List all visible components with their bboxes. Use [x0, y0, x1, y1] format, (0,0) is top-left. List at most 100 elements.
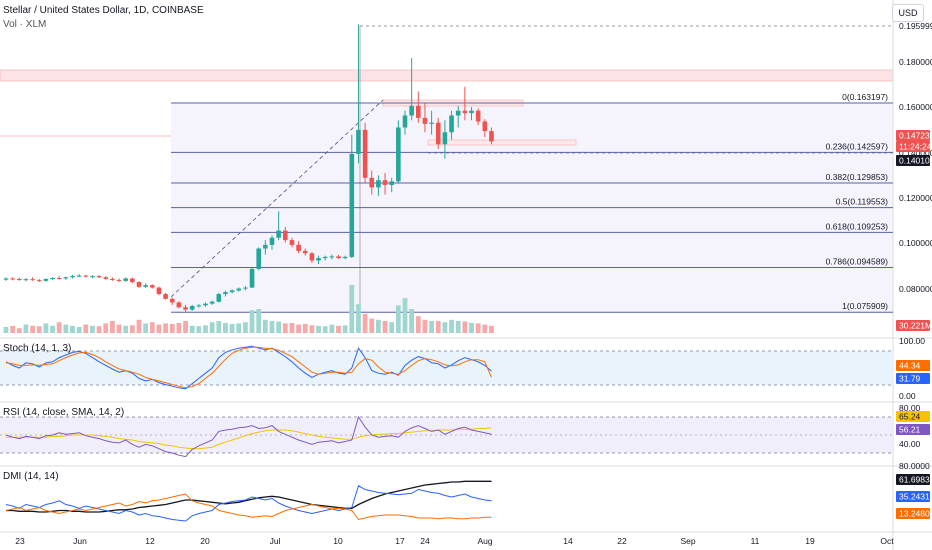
last-price-tag-bg	[896, 130, 930, 141]
candle-body	[336, 256, 341, 259]
volume-bar	[302, 323, 308, 333]
stoch-tick: 100.00	[899, 336, 925, 346]
candle-body	[43, 278, 49, 281]
fib-label: 0.618(0.109253)	[826, 221, 889, 231]
volume-bar	[196, 326, 202, 333]
candle-body	[296, 244, 301, 251]
stoch-k-tag: 44.34	[899, 361, 921, 371]
candle-body	[83, 275, 89, 277]
candle-body	[376, 180, 381, 188]
volume-bar	[482, 324, 488, 333]
candle-body	[229, 290, 235, 293]
candle-body	[90, 276, 95, 278]
volume-label: Vol · XLM	[3, 19, 47, 30]
candle-body	[389, 181, 394, 185]
volume-bar	[229, 323, 235, 333]
rsi-tick: 80.00	[899, 403, 921, 413]
time-tick: Sep	[680, 536, 695, 546]
volume-bar	[16, 328, 22, 333]
candle-body	[449, 115, 454, 133]
time-tick: 24	[420, 536, 430, 546]
candle-body	[3, 278, 9, 280]
candle-body	[462, 110, 468, 114]
time-tick: 12	[145, 536, 155, 546]
volume-bar	[429, 321, 434, 333]
fib-label: 0.786(0.094589)	[826, 256, 889, 266]
volume-bar	[409, 309, 415, 333]
dmi-adx-tag-bg	[896, 474, 930, 485]
rsi-tick: 40.00	[899, 439, 921, 449]
volume-bar	[149, 322, 155, 333]
volume-bar	[449, 319, 454, 333]
candle-body	[130, 278, 135, 283]
candle-body	[256, 248, 261, 269]
volume-bar	[329, 324, 335, 333]
adx-line	[6, 480, 492, 513]
time-tick: Jul	[270, 536, 281, 546]
dmi-minus-tag-bg	[896, 508, 930, 519]
volume-bar	[336, 325, 341, 333]
candle-body	[63, 277, 69, 279]
volume-bar	[123, 325, 129, 333]
fib-label: 0.236(0.142597)	[826, 141, 889, 151]
candle-body	[243, 287, 248, 289]
volume-bar	[43, 323, 49, 333]
candle-body	[216, 294, 222, 302]
volume-bar	[223, 322, 228, 333]
volume-bar	[110, 321, 115, 333]
dmi-plus-tag-bg	[896, 491, 930, 502]
dmi-adx-tag: 61.6983	[899, 475, 930, 485]
time-tick: 17	[395, 536, 405, 546]
dmi-tick: 80.0000	[899, 461, 930, 471]
time-tick: Aug	[477, 536, 492, 546]
fib-trend-line	[170, 99, 384, 298]
volume-bar	[362, 313, 368, 333]
candle-body	[223, 292, 228, 295]
volume-bar	[356, 304, 361, 333]
candle-body	[435, 122, 441, 145]
volume-bar	[236, 323, 242, 333]
volume-bar	[163, 323, 168, 333]
volume-bar	[23, 324, 29, 333]
last-price-tag: 0.147237	[899, 131, 932, 141]
candle-body	[96, 276, 102, 278]
time-tick: 22	[617, 536, 627, 546]
volume-bar	[489, 325, 494, 333]
countdown-tag-bg	[896, 141, 930, 152]
volume-bar	[296, 324, 301, 333]
time-tick: Oct	[880, 536, 894, 546]
time-tick: 14	[563, 536, 573, 546]
candle-body	[30, 279, 35, 281]
volume-bar	[203, 325, 208, 333]
volume-bar	[389, 322, 395, 333]
rsi-sma-line	[6, 427, 492, 450]
candle-body	[349, 153, 355, 257]
candle-body	[356, 129, 361, 154]
volume-bar	[36, 326, 42, 333]
currency-button[interactable]: USD	[892, 4, 924, 22]
time-tick: 19	[805, 536, 815, 546]
volume-bar	[76, 327, 82, 333]
stoch-k-line	[5, 345, 492, 390]
volume-bar	[70, 325, 75, 333]
candle-body	[196, 305, 202, 307]
volume-bar	[342, 325, 348, 333]
volume-bar	[469, 322, 474, 333]
candle-body	[316, 258, 321, 261]
dmi-minus-line	[5, 493, 492, 521]
candle-body	[369, 177, 375, 188]
candle-body	[489, 131, 494, 142]
volume-bar	[316, 325, 321, 333]
time-tick: Jun	[73, 536, 87, 546]
price-tick: 0.120000	[899, 193, 932, 203]
candle-body	[263, 244, 268, 249]
candle-body	[475, 110, 481, 122]
volume-bar	[402, 298, 408, 333]
volume-bar	[129, 325, 135, 333]
candle-body	[236, 288, 242, 291]
candle-body	[183, 307, 188, 310]
volume-bar	[376, 319, 381, 333]
volume-bar	[276, 321, 282, 333]
candle-body	[309, 253, 315, 261]
